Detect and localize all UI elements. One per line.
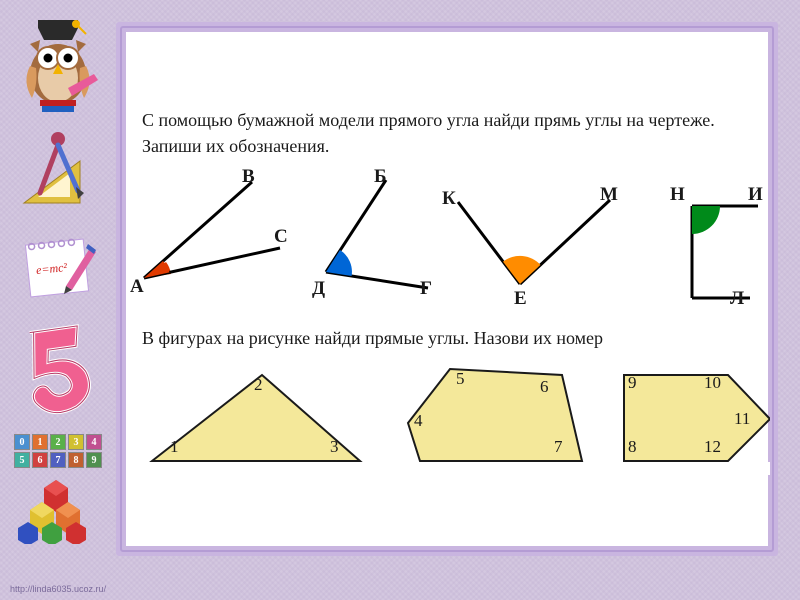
- angle-number-8: 8: [628, 437, 637, 457]
- slide-frame: С помощью бумажной модели прямого угла н…: [116, 22, 778, 556]
- notepad-icon: e=mc²: [18, 232, 98, 309]
- grade-five-icon: [15, 319, 101, 424]
- angle-number-2: 2: [254, 375, 263, 395]
- vertex-label-n: Н: [670, 184, 685, 206]
- angle-number-3: 3: [330, 437, 339, 457]
- sidebar: e=mc² 0 1 2 3 4 5 6 7 8 9: [8, 20, 108, 580]
- ray-label-c: С: [274, 226, 288, 248]
- angle-number-9: 9: [628, 373, 637, 393]
- ray-label-i: И: [748, 184, 763, 206]
- angle-number-4: 4: [414, 411, 423, 431]
- ray-label-g: Г: [420, 278, 432, 300]
- vertex-label-a: А: [130, 276, 144, 298]
- angles-diagram: А В С Д Б Г К М Е Н И Л: [130, 168, 764, 318]
- shapes-diagram: 1 2 3 4 5 6 7 8 9 10 11 12: [130, 357, 764, 475]
- angle-number-5: 5: [456, 369, 465, 389]
- digit-blocks-icon: 0 1 2 3 4 5 6 7 8 9: [14, 434, 102, 468]
- angle-number-1: 1: [170, 437, 179, 457]
- vertex-label-d: Д: [312, 278, 325, 300]
- ray-label-l: Л: [730, 288, 744, 310]
- angle-number-7: 7: [554, 437, 563, 457]
- angle-number-10: 10: [704, 373, 721, 393]
- owl-icon: [16, 20, 100, 121]
- angle-number-11: 11: [734, 409, 750, 429]
- content-area: С помощью бумажной модели прямого угла н…: [130, 104, 764, 475]
- ray-label-b2: Б: [374, 166, 387, 188]
- vertex-label-e: Е: [514, 288, 527, 310]
- ray-label-m: М: [600, 184, 618, 206]
- task-1-text: С помощью бумажной модели прямого угла н…: [130, 104, 764, 168]
- ray-label-k: К: [442, 188, 456, 210]
- angle-number-12: 12: [704, 437, 721, 457]
- angle-number-6: 6: [540, 377, 549, 397]
- task-2-text: В фигурах на рисунке найди прямые углы. …: [130, 318, 764, 357]
- source-url: http://linda6035.ucoz.ru/: [10, 584, 106, 594]
- geometry-tools-icon: [20, 131, 96, 222]
- building-blocks-icon: [18, 478, 98, 549]
- ray-label-b: В: [242, 166, 255, 188]
